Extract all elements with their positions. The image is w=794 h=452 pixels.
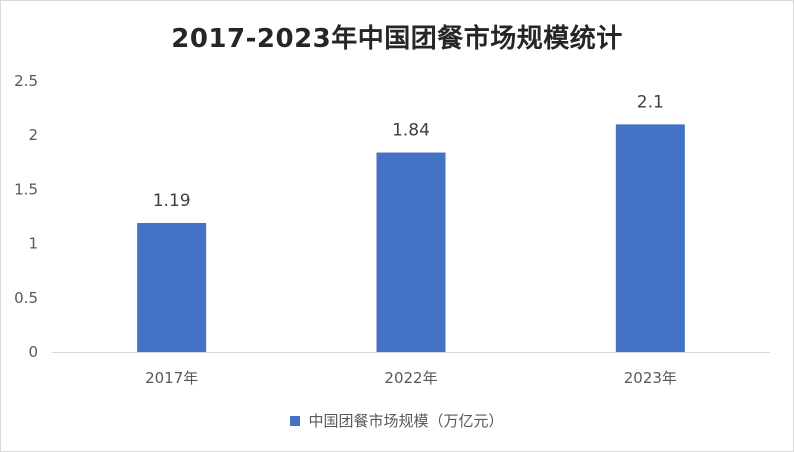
chart-title: 2017-2023年中国团餐市场规模统计 [171, 24, 623, 54]
y-tick-label: 2.5 [14, 72, 38, 90]
legend-swatch [290, 415, 301, 426]
x-tick-label: 2023年 [624, 369, 677, 387]
y-tick-label: 0.5 [14, 289, 38, 307]
bar [137, 223, 207, 352]
legend-label: 中国团餐市场规模（万亿元） [308, 412, 504, 430]
y-tick-label: 1 [28, 235, 38, 253]
data-label: 2.1 [637, 92, 664, 112]
x-tick-label: 2022年 [384, 369, 437, 387]
x-tick-label: 2017年 [145, 369, 198, 387]
y-tick-label: 1.5 [14, 180, 38, 198]
legend: 中国团餐市场规模（万亿元） [0, 410, 794, 431]
y-tick-label: 2 [28, 126, 38, 144]
bar [615, 124, 685, 352]
data-label: 1.19 [153, 191, 191, 211]
data-label: 1.84 [392, 121, 430, 141]
bar [376, 152, 446, 352]
y-tick-label: 0 [28, 343, 38, 361]
